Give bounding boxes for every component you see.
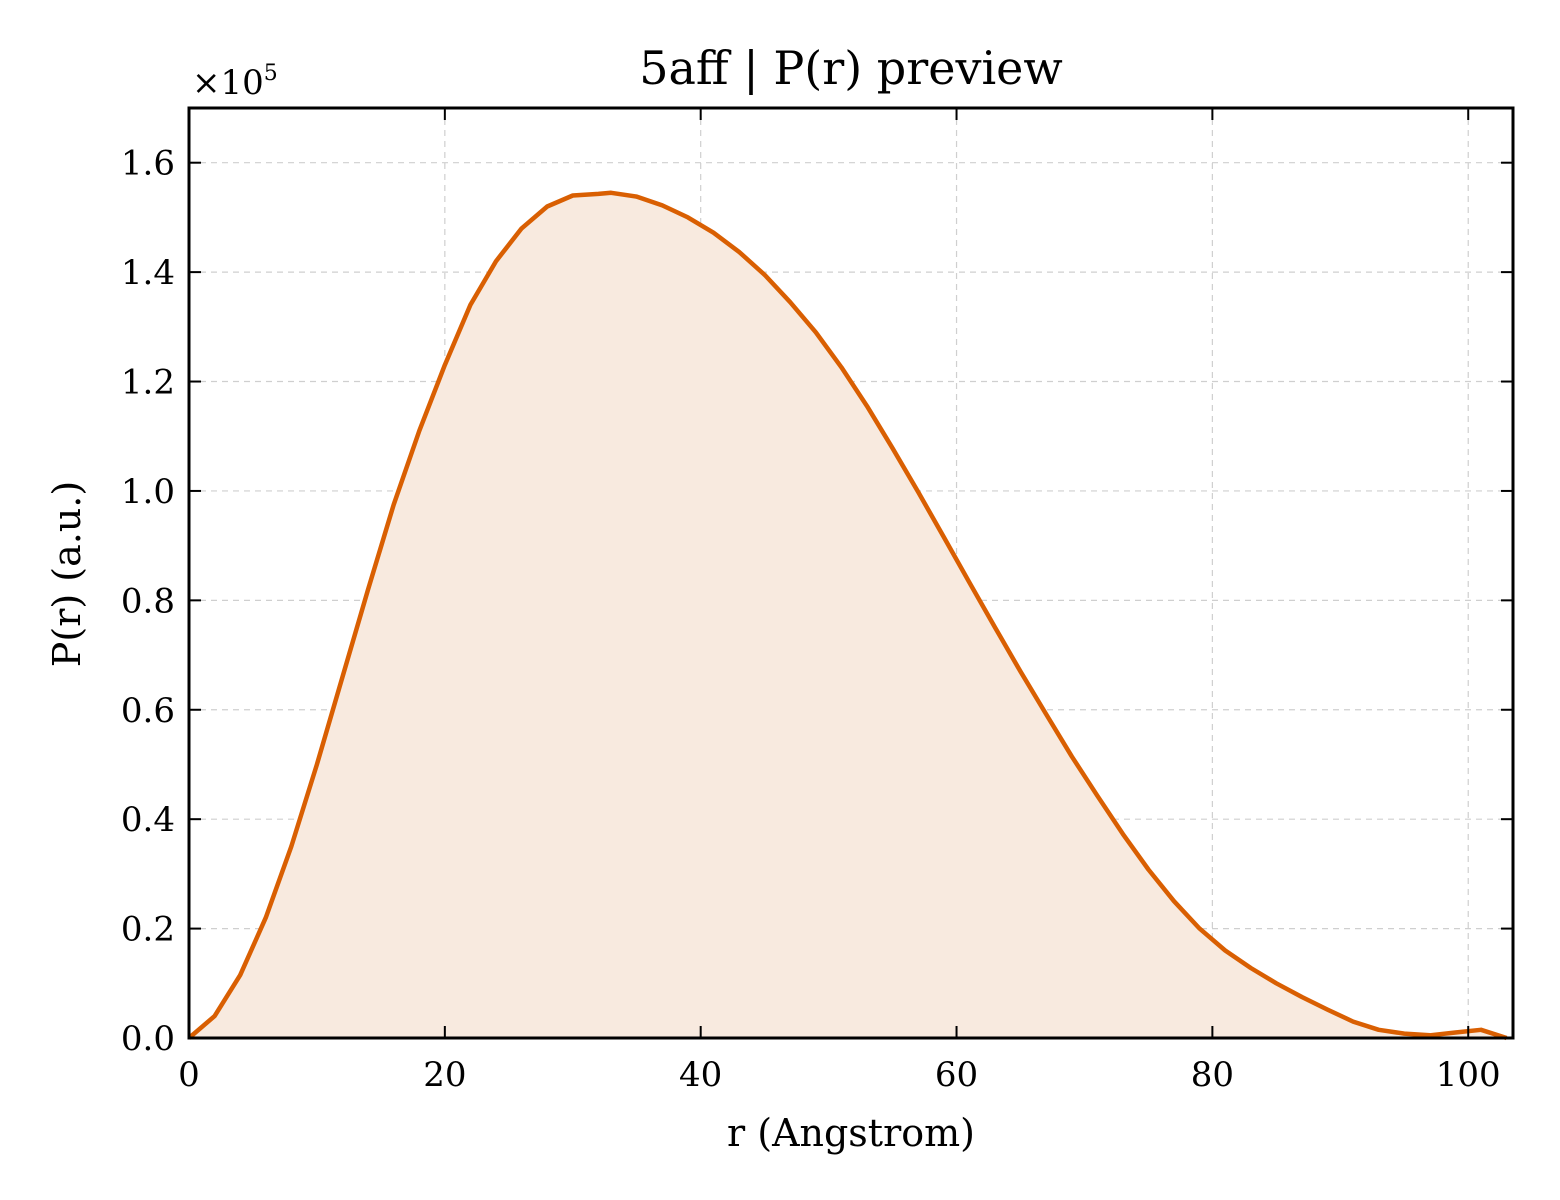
y-multiplier-label: ×105 bbox=[192, 61, 278, 103]
x-tick-label: 100 bbox=[1436, 1055, 1501, 1095]
x-tick-label: 40 bbox=[679, 1055, 722, 1095]
x-axis-label: r (Angstrom) bbox=[727, 1111, 975, 1155]
y-tick-label: 1.4 bbox=[121, 253, 175, 293]
axis-ticks bbox=[188, 108, 1513, 1039]
plot-frame bbox=[187, 106, 1515, 1040]
y-multiplier-base: ×10 bbox=[192, 63, 264, 103]
y-tick-label: 1.2 bbox=[121, 363, 175, 403]
tick-labels: 0 20 40 60 80 100 0.0 0.2 0.4 0.6 0.8 1.0 1.2 1.4 1.6 bbox=[121, 144, 1501, 1095]
y-tick-label: 0.0 bbox=[121, 1019, 175, 1059]
x-tick-label: 80 bbox=[1191, 1055, 1234, 1095]
y-tick-label: 0.4 bbox=[121, 800, 175, 840]
y-tick-label: 0.6 bbox=[121, 691, 175, 731]
y-tick-label: 1.6 bbox=[121, 144, 175, 184]
x-tick-label: 20 bbox=[423, 1055, 466, 1095]
x-tick-label: 0 bbox=[178, 1055, 200, 1095]
series-line bbox=[187, 190, 1508, 1041]
area-fill bbox=[189, 192, 1507, 1039]
chart-title: 5aff | P(r) preview bbox=[639, 41, 1063, 95]
y-axis-label: P(r) (a.u.) bbox=[45, 481, 89, 667]
y-tick-label: 0.8 bbox=[121, 581, 175, 621]
y-multiplier-exponent: 5 bbox=[264, 61, 278, 86]
y-tick-label: 1.0 bbox=[121, 472, 175, 512]
y-tick-label: 0.2 bbox=[121, 910, 175, 950]
x-tick-label: 60 bbox=[935, 1055, 978, 1095]
